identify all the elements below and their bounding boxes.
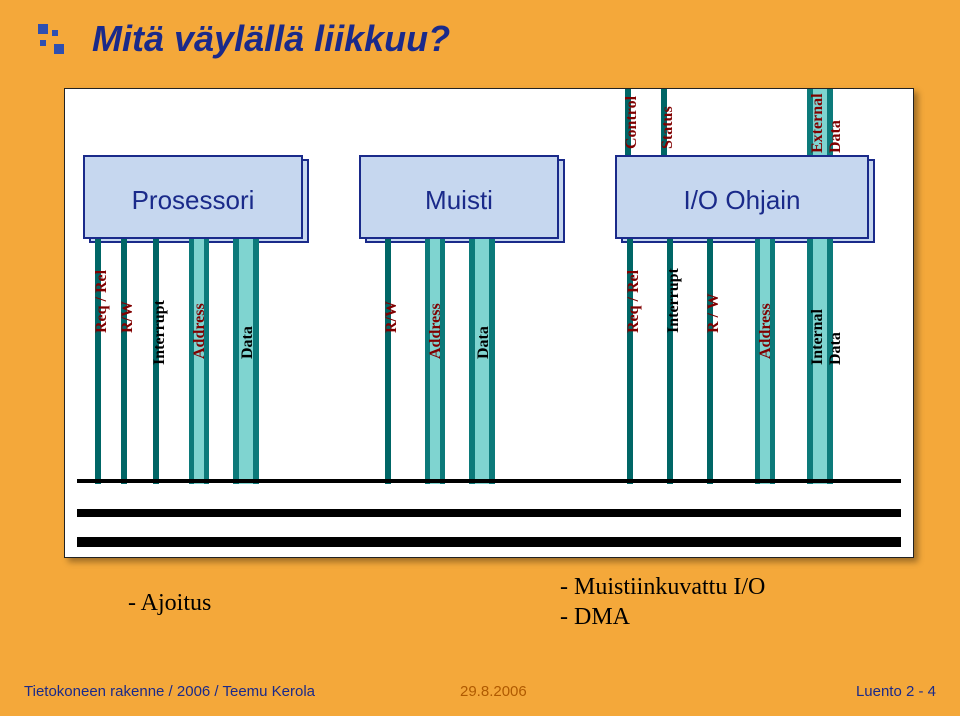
label-top-control: Control bbox=[623, 96, 641, 149]
box-cpu: Prosessori bbox=[83, 155, 303, 239]
box-io-label: I/O Ohjain bbox=[617, 185, 867, 216]
label-io-int2: Data bbox=[827, 332, 845, 365]
label-mem-data: Data bbox=[475, 326, 493, 359]
signal-io-addr bbox=[755, 239, 775, 484]
footer-left: Tietokoneen rakenne / 2006 / Teemu Kerol… bbox=[24, 683, 315, 700]
box-io: I/O Ohjain bbox=[615, 155, 869, 239]
label-io-req: Req / Rel bbox=[625, 270, 643, 333]
label-cpu-data: Data bbox=[239, 326, 257, 359]
label-top-status: Status bbox=[659, 106, 677, 149]
label-mem-rw: R/W bbox=[383, 301, 401, 333]
signal-io-rw bbox=[707, 239, 713, 484]
label-mem-addr: Address bbox=[427, 303, 445, 359]
label-cpu-addr: Address bbox=[191, 303, 209, 359]
signal-cpu-addr bbox=[189, 239, 209, 484]
label-io-intr: Interrupt bbox=[665, 268, 683, 333]
box-cpu-label: Prosessori bbox=[85, 185, 301, 216]
diagram-frame: Control Status External Data Prosessori … bbox=[64, 88, 914, 558]
label-io-int1: Internal bbox=[809, 309, 827, 365]
label-io-addr: Address bbox=[757, 303, 775, 359]
slide-title: Mitä väylällä liikkuu? bbox=[92, 18, 450, 60]
annot-r1: - Muistiinkuvattu I/O bbox=[560, 574, 765, 601]
label-cpu-intr: Interrupt bbox=[151, 300, 169, 365]
label-top-ext1: External bbox=[809, 93, 827, 153]
box-mem: Muisti bbox=[359, 155, 559, 239]
signal-cpu-data bbox=[233, 239, 259, 484]
bus-line-3 bbox=[77, 537, 901, 547]
signal-mem-rw bbox=[385, 239, 391, 484]
bus-line-1 bbox=[77, 479, 901, 483]
label-io-rw: R / W bbox=[705, 293, 723, 333]
signal-cpu-rw bbox=[121, 239, 127, 484]
signal-mem-data bbox=[469, 239, 495, 484]
footer-right: Luento 2 - 4 bbox=[856, 683, 936, 700]
slide: Mitä väylällä liikkuu? Control Status Ex… bbox=[0, 0, 960, 716]
title-bullet-decor bbox=[38, 24, 78, 64]
annot-left: - Ajoitus bbox=[128, 590, 211, 617]
footer-mid: 29.8.2006 bbox=[460, 683, 527, 700]
label-cpu-rw: R/W bbox=[119, 301, 137, 333]
bus-line-2 bbox=[77, 509, 901, 517]
box-mem-label: Muisti bbox=[361, 185, 557, 216]
label-top-ext2: Data bbox=[827, 120, 845, 153]
annot-r2: - DMA bbox=[560, 604, 630, 631]
signal-mem-addr bbox=[425, 239, 445, 484]
label-cpu-req: Req / Rel bbox=[93, 270, 111, 333]
